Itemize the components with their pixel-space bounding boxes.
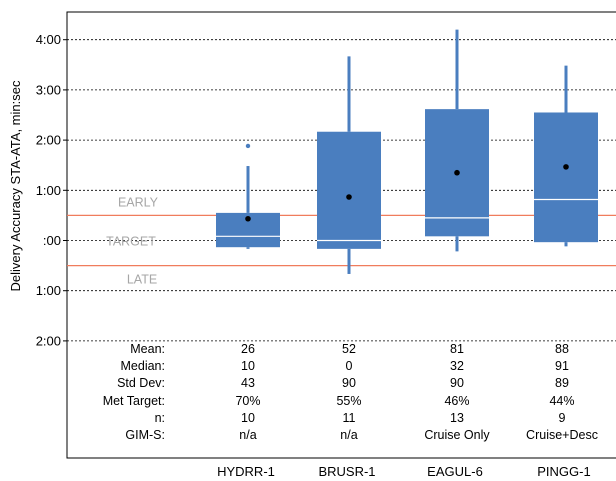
y-axis-label: Delivery Accuracy STA-ATA, min:sec (8, 80, 23, 291)
stat-value: n/a (239, 428, 256, 442)
stat-value: 32 (450, 359, 464, 373)
stat-row-label: n: (155, 411, 165, 425)
stat-value: 89 (555, 376, 569, 390)
stat-value: Cruise Only (424, 428, 490, 442)
y-tick-label: 4:00 (36, 32, 61, 47)
x-category-label: PINGG-1 (537, 464, 590, 479)
stat-value: 10 (241, 359, 255, 373)
late-label: LATE (127, 273, 157, 287)
outlier-point (245, 143, 251, 149)
mean-marker (346, 194, 352, 200)
x-category-label: HYDRR-1 (217, 464, 275, 479)
stat-value: n/a (340, 428, 357, 442)
stat-value: 52 (342, 342, 356, 356)
y-tick-label: :00 (43, 233, 61, 248)
y-tick-label: 3:00 (36, 82, 61, 97)
stat-row-label: Met Target: (103, 394, 165, 408)
stat-value: 11 (343, 411, 356, 425)
stat-value: 0 (346, 359, 353, 373)
stat-value: 9 (559, 411, 566, 425)
stat-value: 81 (450, 342, 464, 356)
stat-value: 90 (450, 376, 464, 390)
x-category-label: EAGUL-6 (427, 464, 483, 479)
stat-value: 10 (241, 411, 255, 425)
stat-row-label: Median: (121, 359, 165, 373)
early-label: EARLY (118, 195, 159, 209)
stat-value: 70% (235, 394, 260, 408)
y-tick-label: 2:00 (36, 133, 61, 148)
y-tick-label: 1:00 (36, 183, 61, 198)
stat-value: 88 (555, 342, 569, 356)
stat-value: Cruise+Desc (526, 428, 598, 442)
plot-area: 4:00 3:00 2:00 1:00 :00 1:00 2:00 EARLY LATE TARG… (36, 11, 616, 479)
mean-marker (563, 164, 569, 170)
stat-value: 44% (549, 394, 574, 408)
stat-value: 26 (241, 342, 255, 356)
stat-row-label: Mean: (130, 342, 165, 356)
stat-value: 13 (450, 411, 464, 425)
y-tick-label: 1:00 (36, 283, 61, 298)
stat-row-label: Std Dev: (117, 376, 165, 390)
mean-marker (454, 169, 460, 176)
plot-frame (66, 11, 616, 459)
stat-row-label: GIM-S: (125, 428, 165, 442)
stat-value: 46% (444, 394, 469, 408)
mean-marker (245, 215, 251, 222)
x-category-label: BRUSR-1 (318, 464, 375, 479)
stat-value: 55% (336, 394, 361, 408)
target-label: TARGET (106, 235, 156, 249)
box (534, 112, 598, 243)
stat-value: 90 (342, 376, 356, 390)
stat-value: 91 (555, 359, 569, 373)
y-tick-label: 2:00 (36, 333, 61, 348)
stat-value: 43 (241, 376, 255, 390)
box (317, 131, 381, 249)
